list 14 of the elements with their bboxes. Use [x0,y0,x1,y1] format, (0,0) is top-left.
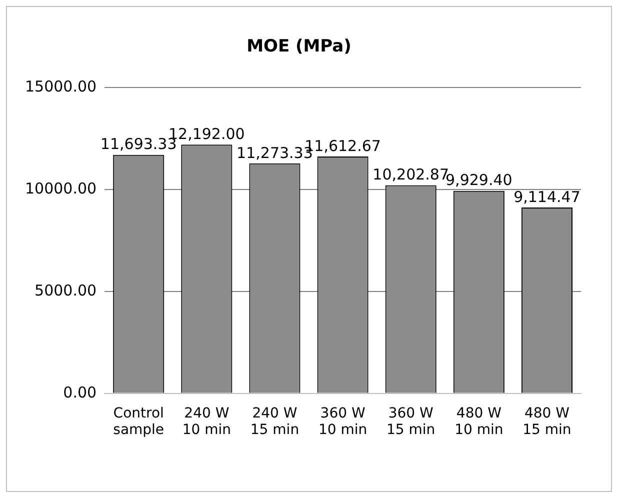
x-tick-label: 240 W 10 min [182,405,231,438]
data-label: 9,929.40 [446,171,512,190]
x-tick-label: 480 W 10 min [454,405,504,438]
chart-title: MOE (MPa) [246,36,352,57]
x-tick-label: Control sample [113,405,164,438]
y-tick-label: 0.00 [63,383,97,402]
x-tick-label: 480 W 15 min [522,405,572,438]
y-tick-label: 10000.00 [24,179,97,198]
y-tick-label: 15000.00 [24,77,97,96]
y-tick-label: 5000.00 [34,281,97,300]
x-tick-label: 240 W 15 min [250,405,300,438]
data-label: 9,114.47 [514,188,580,206]
x-tick-label: 360 W 10 min [318,405,368,438]
x-tick-label: 360 W 15 min [386,405,436,438]
